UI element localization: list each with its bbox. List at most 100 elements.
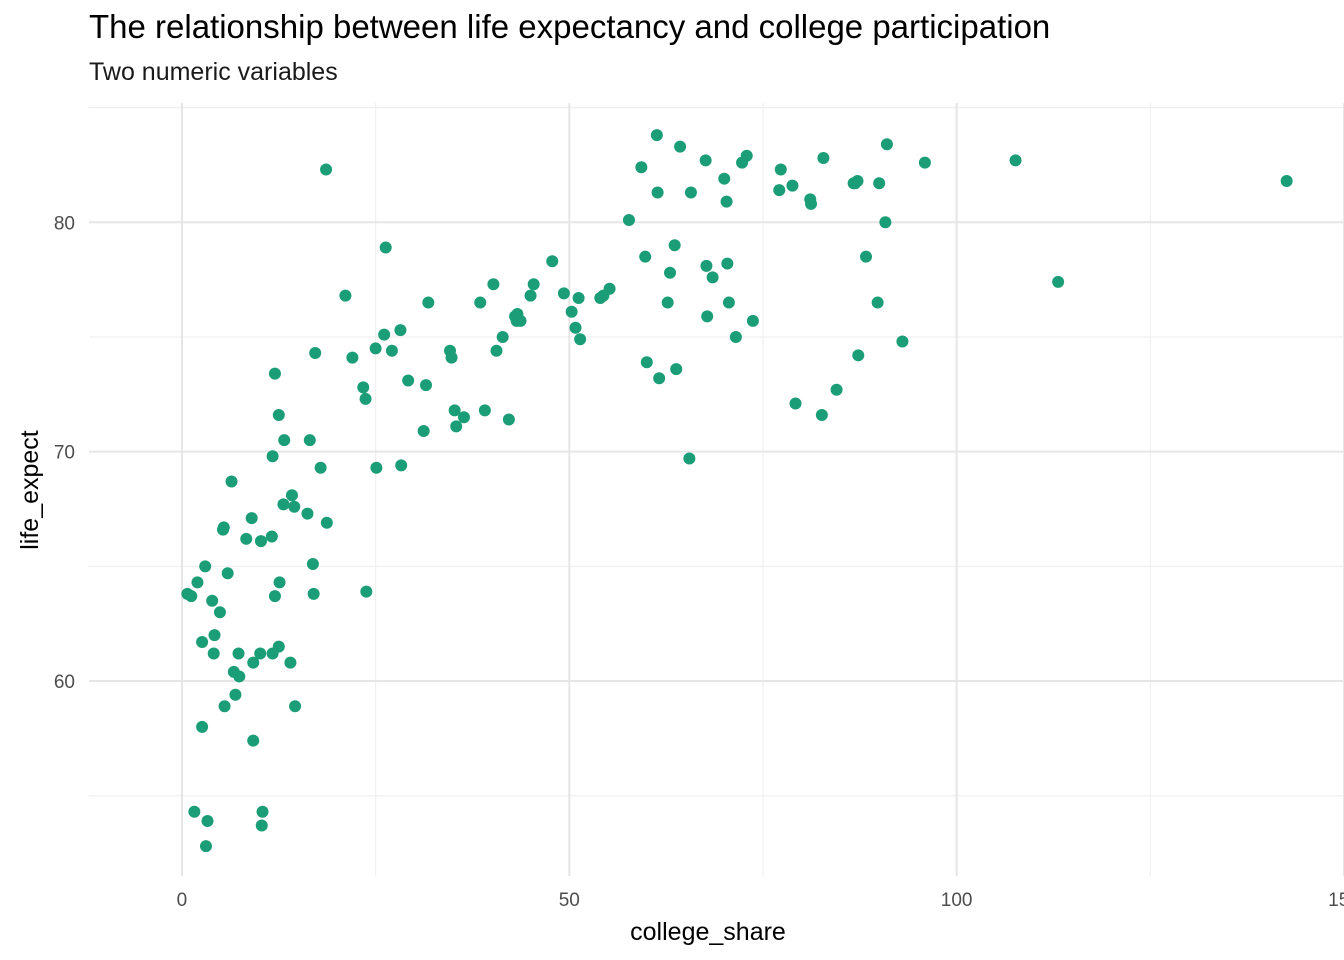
data-point bbox=[247, 734, 260, 747]
data-point bbox=[773, 184, 786, 197]
data-point bbox=[918, 156, 931, 169]
data-point bbox=[378, 328, 391, 341]
data-point bbox=[218, 700, 231, 713]
data-point bbox=[188, 805, 201, 818]
data-point bbox=[208, 629, 221, 642]
x-tick-label: 50 bbox=[559, 890, 580, 911]
data-point bbox=[314, 461, 327, 474]
data-point bbox=[320, 163, 333, 176]
data-point bbox=[740, 149, 753, 162]
data-point bbox=[240, 532, 253, 545]
data-point bbox=[668, 239, 681, 252]
data-point bbox=[622, 213, 635, 226]
data-point bbox=[394, 324, 407, 337]
data-point bbox=[670, 363, 683, 376]
data-point bbox=[207, 647, 220, 660]
data-point bbox=[569, 321, 582, 334]
data-point bbox=[603, 282, 616, 295]
data-point bbox=[880, 138, 893, 151]
data-point bbox=[206, 594, 219, 607]
data-point bbox=[360, 585, 373, 598]
data-point bbox=[774, 163, 787, 176]
data-point bbox=[213, 606, 226, 619]
data-point bbox=[199, 840, 212, 853]
data-point bbox=[635, 161, 648, 174]
data-point bbox=[306, 558, 319, 571]
data-point bbox=[229, 688, 242, 701]
data-point bbox=[524, 289, 537, 302]
x-tick-label: 100 bbox=[941, 890, 973, 911]
data-point bbox=[303, 434, 316, 447]
data-point bbox=[879, 216, 892, 229]
data-point bbox=[684, 186, 697, 199]
data-point bbox=[266, 450, 279, 463]
data-point bbox=[232, 647, 245, 660]
data-point bbox=[650, 129, 663, 142]
data-point bbox=[546, 255, 559, 268]
x-tick-label: 150 bbox=[1328, 890, 1344, 911]
data-point bbox=[402, 374, 415, 387]
data-point bbox=[896, 335, 909, 348]
y-axis-title: life_expect bbox=[16, 430, 44, 550]
data-point bbox=[830, 383, 843, 396]
data-point bbox=[196, 636, 209, 649]
data-point bbox=[369, 342, 382, 355]
data-point bbox=[225, 475, 238, 488]
data-point bbox=[474, 296, 487, 309]
data-point bbox=[191, 576, 204, 589]
data-point bbox=[651, 186, 664, 199]
data-point bbox=[357, 381, 370, 394]
data-point bbox=[1009, 154, 1022, 167]
data-point bbox=[815, 408, 828, 421]
data-point bbox=[272, 640, 285, 653]
data-point bbox=[199, 560, 212, 573]
data-point bbox=[487, 278, 500, 291]
data-point bbox=[457, 411, 470, 424]
data-point bbox=[339, 289, 352, 302]
grid-layer bbox=[89, 103, 1344, 876]
data-point bbox=[653, 372, 666, 385]
data-point bbox=[1052, 275, 1065, 288]
data-point bbox=[445, 351, 458, 364]
data-point bbox=[722, 296, 735, 309]
data-point bbox=[379, 241, 392, 254]
data-point bbox=[288, 500, 301, 513]
y-tick-label: 70 bbox=[54, 443, 75, 464]
data-point bbox=[265, 530, 278, 543]
data-point bbox=[786, 179, 799, 192]
data-point bbox=[272, 408, 285, 421]
data-point bbox=[289, 700, 302, 713]
data-point bbox=[245, 512, 258, 525]
data-point bbox=[527, 278, 540, 291]
data-point bbox=[277, 498, 290, 511]
x-axis-title: college_share bbox=[630, 918, 786, 946]
y-tick-label: 60 bbox=[54, 672, 75, 693]
data-point bbox=[851, 174, 864, 187]
data-point bbox=[255, 819, 268, 832]
data-point bbox=[359, 392, 372, 405]
data-point bbox=[268, 590, 281, 603]
data-point bbox=[789, 397, 802, 410]
data-point bbox=[699, 154, 712, 167]
data-point bbox=[873, 177, 886, 190]
data-point bbox=[320, 516, 333, 529]
data-point bbox=[1280, 174, 1293, 187]
data-point bbox=[450, 420, 463, 433]
data-point bbox=[221, 567, 234, 580]
data-point bbox=[247, 656, 260, 669]
chart-subtitle: Two numeric variables bbox=[89, 58, 338, 86]
data-point bbox=[185, 590, 198, 603]
data-point bbox=[706, 271, 719, 284]
data-point bbox=[860, 250, 873, 263]
data-point bbox=[496, 330, 509, 343]
data-point bbox=[664, 266, 677, 279]
chart-title: The relationship between life expectancy… bbox=[89, 8, 1051, 45]
data-point bbox=[661, 296, 674, 309]
data-point bbox=[746, 314, 759, 327]
data-point bbox=[284, 656, 297, 669]
data-point bbox=[720, 195, 733, 208]
data-point bbox=[574, 333, 587, 346]
x-tick-label: 0 bbox=[177, 890, 188, 911]
data-point bbox=[700, 259, 713, 272]
